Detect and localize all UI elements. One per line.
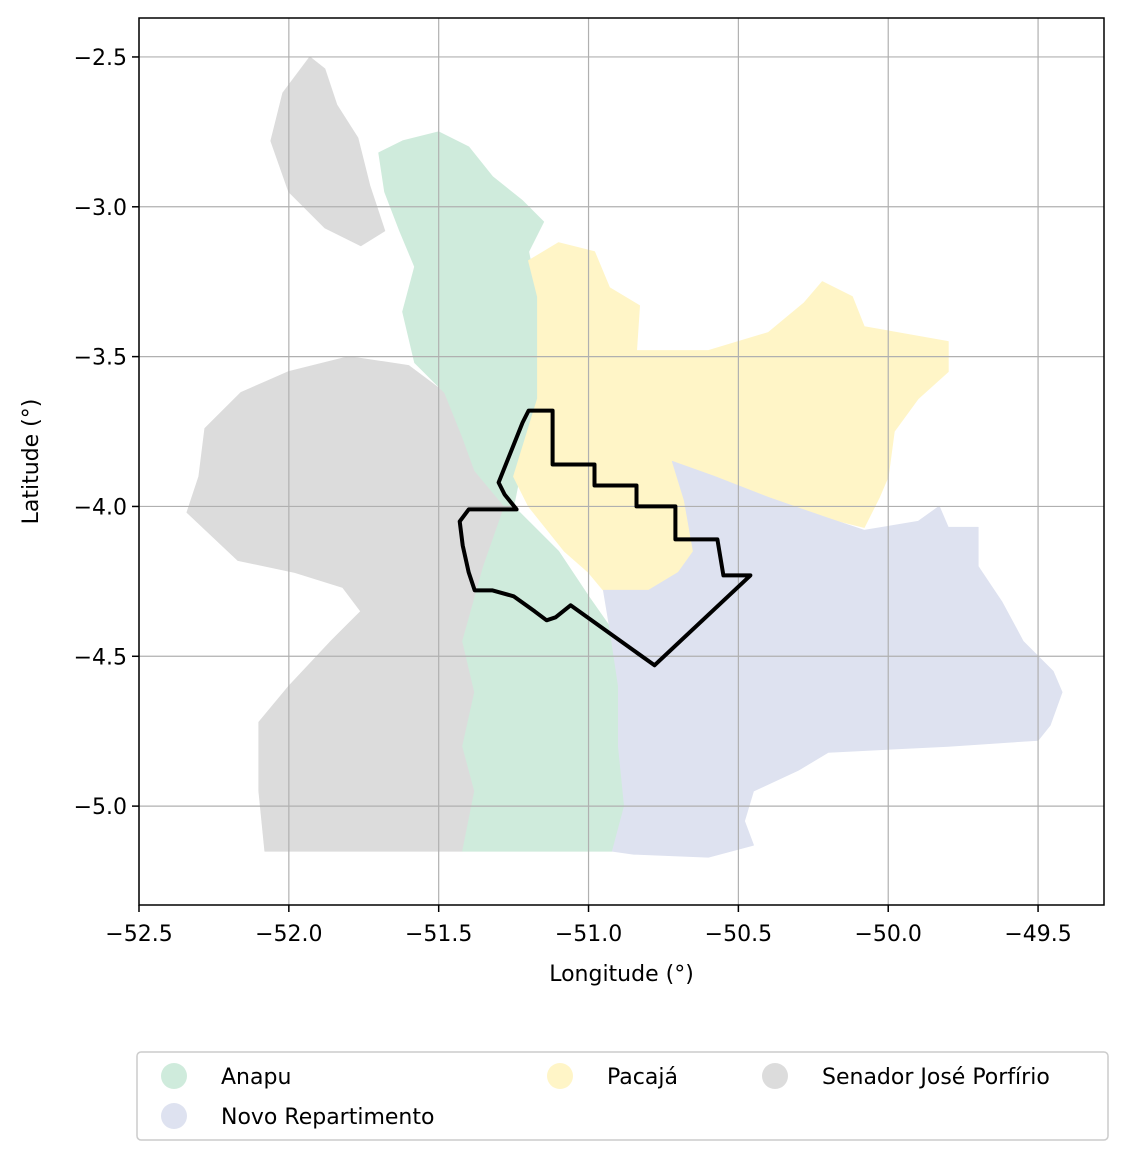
legend-label-senador-jose-porfirio: Senador José Porfírio bbox=[822, 1065, 1050, 1090]
highlight-outline-layer bbox=[457, 408, 753, 668]
y-tick-label: −5.0 bbox=[74, 795, 127, 820]
region-senador-jose-porfirio bbox=[270, 56, 386, 247]
x-tick-label: −50.0 bbox=[855, 922, 922, 947]
legend-box bbox=[136, 1051, 1109, 1141]
y-tick-label: −4.0 bbox=[74, 495, 127, 520]
y-tick-label: −4.5 bbox=[74, 645, 127, 670]
x-tick-label: −52.5 bbox=[105, 922, 172, 947]
plot-frame bbox=[138, 17, 1105, 906]
legend-marker-anapu bbox=[161, 1063, 187, 1089]
x-tick-label: −50.5 bbox=[705, 922, 772, 947]
x-tick-label: −52.0 bbox=[255, 922, 322, 947]
y-tick-label: −2.5 bbox=[74, 46, 127, 71]
legend-marker-senador-jose-porfirio bbox=[762, 1063, 788, 1089]
municipality-regions bbox=[186, 56, 1063, 858]
y-axis-label: Latitude (°) bbox=[19, 399, 44, 525]
x-tick-label: −51.0 bbox=[555, 922, 622, 947]
legend: Anapu Novo Repartimento Pacajá Senador José… bbox=[136, 1051, 1109, 1141]
x-tick-label: −49.5 bbox=[1004, 922, 1071, 947]
y-tick-label: −3.0 bbox=[74, 196, 127, 221]
gridlines bbox=[138, 18, 1104, 905]
highlight-outline bbox=[457, 408, 753, 668]
region-novo-repartimento bbox=[603, 461, 1063, 858]
legend-label-novo-repartimento: Novo Repartimento bbox=[221, 1105, 434, 1130]
x-axis-ticks: −52.5 −52.0 −51.5 −51.0 −50.5 −50.0 −49.5 bbox=[105, 905, 1072, 947]
x-tick-label: −51.5 bbox=[405, 922, 472, 947]
legend-marker-novo-repartimento bbox=[161, 1103, 187, 1129]
region-pacaja bbox=[513, 242, 949, 591]
y-tick-label: −3.5 bbox=[74, 346, 127, 371]
legend-items: Anapu Novo Repartimento Pacajá Senador José… bbox=[161, 1063, 1050, 1130]
x-axis-label: Longitude (°) bbox=[549, 962, 694, 987]
legend-label-anapu: Anapu bbox=[221, 1065, 291, 1090]
region-senador-jose-porfirio bbox=[186, 356, 506, 852]
legend-marker-pacaja bbox=[547, 1063, 573, 1089]
plot-area bbox=[138, 17, 1105, 906]
y-axis-ticks: −2.5 −3.0 −3.5 −4.0 −4.5 −5.0 bbox=[74, 46, 139, 820]
legend-label-pacaja: Pacajá bbox=[607, 1065, 678, 1090]
